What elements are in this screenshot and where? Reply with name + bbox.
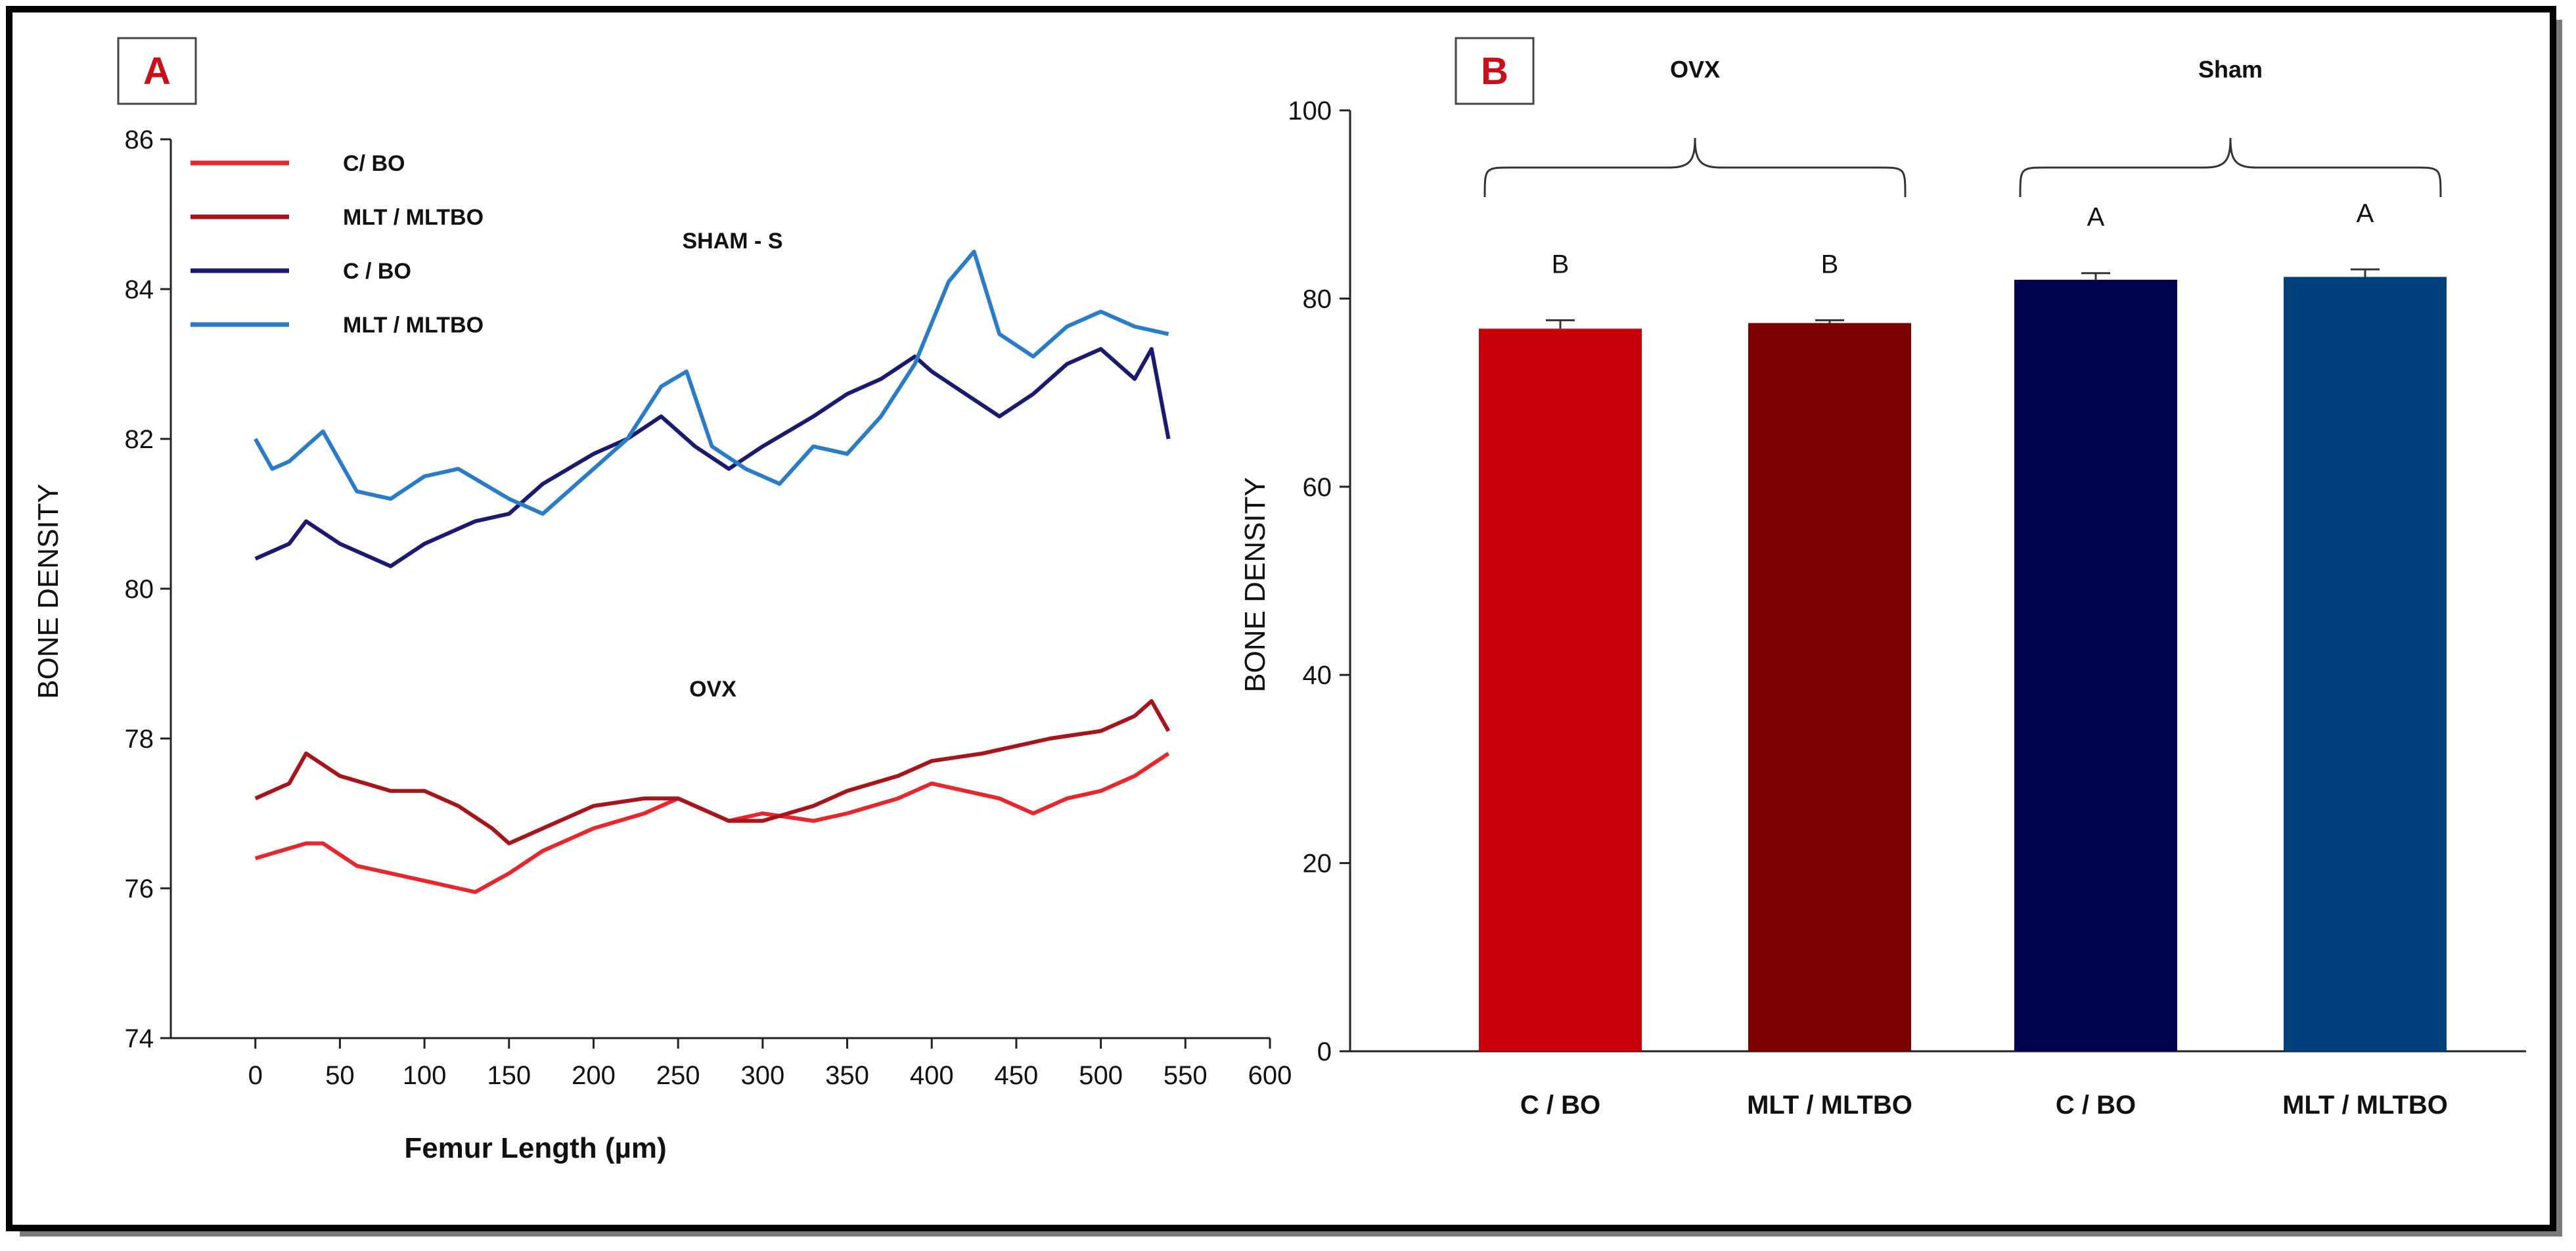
- y-tick-label: 60: [1303, 473, 1332, 502]
- x-tick-label: 200: [572, 1061, 616, 1090]
- y-tick-label: 74: [125, 1024, 154, 1053]
- significance-letter: B: [1552, 250, 1570, 279]
- y-tick-label: 20: [1303, 850, 1332, 878]
- y-tick-label: 82: [125, 425, 154, 454]
- group-bracket: [2019, 137, 2442, 198]
- bar-4: [2284, 277, 2447, 1051]
- panel-a-series: [254, 250, 1171, 894]
- significance-letter: A: [2357, 199, 2374, 228]
- x-tick-label: 300: [740, 1061, 784, 1090]
- panel-a-x-ticks: 0 50 100 150 200 250 300 350 400 450 500 550 600: [248, 1038, 1292, 1090]
- y-tick-label: 78: [125, 725, 154, 754]
- series-line-3: [254, 347, 1171, 568]
- legend-label: C / BO: [343, 259, 411, 284]
- x-tick-label: 150: [487, 1061, 531, 1090]
- panel-b-groups: OVX Sham: [1483, 56, 2442, 198]
- significance-letter: B: [1821, 250, 1839, 279]
- y-tick-label: 86: [125, 125, 154, 154]
- x-tick-label: 0: [248, 1061, 263, 1090]
- group-label: Sham: [2198, 56, 2263, 83]
- legend-label: C/ BO: [343, 151, 405, 176]
- y-tick-label: 40: [1303, 661, 1332, 690]
- category-label: MLT / MLTBO: [1747, 1091, 1912, 1120]
- annotation-sham: SHAM - S: [683, 229, 783, 254]
- bar-1: [1479, 329, 1642, 1051]
- y-tick-label: 100: [1288, 97, 1332, 125]
- category-label: C / BO: [2056, 1091, 2136, 1120]
- y-tick-label: 0: [1317, 1037, 1332, 1066]
- y-tick-label: 76: [125, 875, 154, 903]
- x-tick-label: 50: [325, 1061, 355, 1090]
- y-tick-label: 84: [125, 275, 154, 304]
- panel-a-legend: C/ BO MLT / MLTBO C / BO MLT / MLTBO: [191, 151, 484, 338]
- legend-label: MLT / MLTBO: [343, 205, 484, 230]
- x-tick-label: 400: [910, 1061, 954, 1090]
- bar-2: [1748, 323, 1911, 1052]
- x-tick-label: 100: [403, 1061, 447, 1090]
- group-label: OVX: [1670, 56, 1720, 83]
- y-tick-label: 80: [125, 575, 154, 604]
- panel-a-y-title: BONE DENSITY: [32, 484, 64, 699]
- panel-a-label-box: [117, 37, 197, 105]
- panel-b-y-ticks: 0 20 40 60 80 100: [1288, 97, 1350, 1066]
- series-line-4: [254, 250, 1169, 516]
- legend-label: MLT / MLTBO: [343, 313, 484, 338]
- category-label: MLT / MLTBO: [2282, 1091, 2448, 1120]
- panel-a-y-ticks: 74 76 78 80 82 84 86: [125, 125, 171, 1053]
- panel-b-y-title: BONE DENSITY: [1239, 477, 1271, 693]
- annotation-ovx: OVX: [689, 677, 736, 702]
- x-tick-label: 500: [1079, 1061, 1123, 1090]
- panel-a: A 74 76 78 80 82 84 86 0 50 100 150 200 250 300 350 40…: [32, 37, 1292, 1164]
- significance-letter: A: [2087, 203, 2105, 232]
- bar-3: [2014, 279, 2177, 1051]
- x-tick-label: 450: [995, 1061, 1039, 1090]
- x-tick-label: 550: [1164, 1061, 1208, 1090]
- y-tick-label: 80: [1303, 284, 1332, 313]
- panel-a-x-title: Femur Length (µm): [404, 1132, 666, 1164]
- panel-b-bars: B B A A: [1479, 199, 2447, 1052]
- series-line-2: [254, 699, 1171, 846]
- group-bracket: [1483, 137, 1907, 198]
- x-tick-label: 250: [656, 1061, 700, 1090]
- x-tick-label: 350: [825, 1061, 869, 1090]
- category-label: C / BO: [1520, 1091, 1600, 1120]
- panel-a-label: A: [143, 50, 171, 93]
- panel-b-categories: C / BO MLT / MLTBO C / BO MLT / MLTBO: [1520, 1091, 2448, 1120]
- x-tick-label: 600: [1248, 1061, 1292, 1090]
- panel-b-label-box: [1455, 37, 1535, 105]
- panel-b-label: B: [1481, 50, 1508, 93]
